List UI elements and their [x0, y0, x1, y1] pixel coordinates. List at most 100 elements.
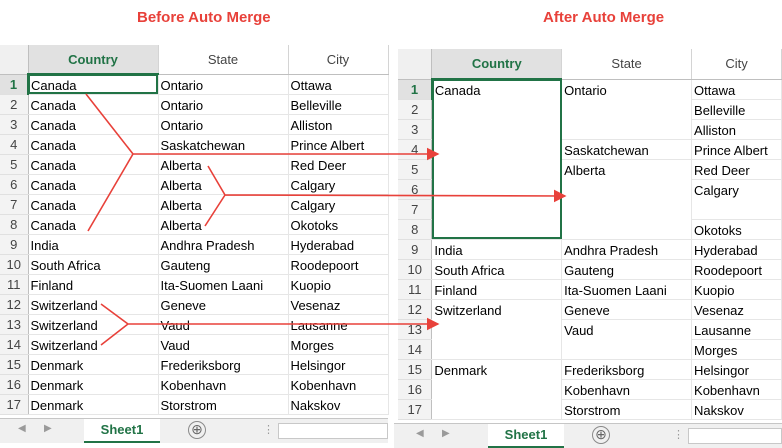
after-column-header-state[interactable]: State	[561, 49, 693, 80]
scroll-tabs-left-icon[interactable]: ◀	[18, 423, 26, 434]
merged-country-cell[interactable]: Canada	[431, 79, 563, 240]
country-cell[interactable]: Denmark	[28, 374, 159, 395]
city-cell[interactable]: Roodepoort	[288, 254, 389, 275]
after-row-header[interactable]: 6	[398, 179, 433, 200]
state-cell[interactable]: Vaud	[158, 334, 289, 355]
row-header[interactable]: 12	[0, 294, 29, 315]
merged-state-cell[interactable]: Vaud	[561, 319, 693, 360]
after-row-header[interactable]: 7	[398, 199, 433, 220]
merged-city-cell[interactable]: Helsingor	[691, 359, 782, 380]
row-header[interactable]: 4	[0, 134, 29, 155]
merged-city-cell[interactable]: Red Deer	[691, 159, 782, 180]
merged-city-cell[interactable]: Alliston	[691, 119, 782, 140]
after-row-header[interactable]: 14	[398, 339, 433, 360]
merged-state-cell[interactable]: Frederiksborg	[561, 359, 693, 380]
country-cell[interactable]: Canada	[28, 174, 159, 195]
after-scroll-tabs-left-icon[interactable]: ◀	[416, 428, 424, 439]
after-row-header[interactable]: 5	[398, 159, 433, 180]
country-cell[interactable]: South Africa	[28, 254, 159, 275]
merged-city-cell[interactable]: Kuopio	[691, 279, 782, 300]
city-cell[interactable]: Kuopio	[288, 274, 389, 295]
merged-state-cell[interactable]: Kobenhavn	[561, 379, 693, 400]
row-header[interactable]: 9	[0, 234, 29, 255]
merged-state-cell[interactable]: Andhra Pradesh	[561, 239, 693, 260]
merged-state-cell[interactable]: Gauteng	[561, 259, 693, 280]
city-cell[interactable]: Alliston	[288, 114, 389, 135]
merged-city-cell[interactable]: Calgary	[691, 179, 782, 220]
row-header[interactable]: 1	[0, 74, 29, 95]
row-header[interactable]: 5	[0, 154, 29, 175]
state-cell[interactable]: Alberta	[158, 174, 289, 195]
merged-city-cell[interactable]: Kobenhavn	[691, 379, 782, 400]
merged-city-cell[interactable]: Roodepoort	[691, 259, 782, 280]
city-cell[interactable]: Belleville	[288, 94, 389, 115]
country-cell[interactable]: Denmark	[28, 394, 159, 415]
merged-city-cell[interactable]: Vesenaz	[691, 299, 782, 320]
country-cell[interactable]: Finland	[28, 274, 159, 295]
merged-country-cell[interactable]: Finland	[431, 279, 563, 300]
after-row-header[interactable]: 9	[398, 239, 433, 260]
state-cell[interactable]: Alberta	[158, 194, 289, 215]
after-row-header[interactable]: 3	[398, 119, 433, 140]
country-cell[interactable]: Switzerland	[28, 334, 159, 355]
row-header[interactable]: 16	[0, 374, 29, 395]
after-row-header[interactable]: 12	[398, 299, 433, 320]
state-cell[interactable]: Ontario	[158, 74, 289, 95]
merged-country-cell[interactable]: Switzerland	[431, 299, 563, 360]
city-cell[interactable]: Hyderabad	[288, 234, 389, 255]
after-row-header[interactable]: 2	[398, 99, 433, 120]
row-header[interactable]: 3	[0, 114, 29, 135]
merged-city-cell[interactable]: Lausanne	[691, 319, 782, 340]
country-cell[interactable]: Switzerland	[28, 294, 159, 315]
country-cell[interactable]: Canada	[28, 114, 159, 135]
merged-city-cell[interactable]: Okotoks	[691, 219, 782, 240]
after-row-header[interactable]: 15	[398, 359, 433, 380]
country-cell[interactable]: Canada	[28, 154, 159, 175]
merged-city-cell[interactable]: Belleville	[691, 99, 782, 120]
row-header[interactable]: 13	[0, 314, 29, 335]
after-tabbar-splitter-icon[interactable]: ⋮	[673, 429, 684, 441]
after-row-header[interactable]: 8	[398, 219, 433, 240]
city-cell[interactable]: Vesenaz	[288, 294, 389, 315]
state-cell[interactable]: Ita-Suomen Laani	[158, 274, 289, 295]
merged-state-cell[interactable]: Alberta	[561, 159, 693, 240]
row-header[interactable]: 2	[0, 94, 29, 115]
row-header[interactable]: 14	[0, 334, 29, 355]
merged-city-cell[interactable]: Nakskov	[691, 399, 782, 420]
merged-state-cell[interactable]: Geneve	[561, 299, 693, 320]
city-cell[interactable]: Ottawa	[288, 74, 389, 95]
row-header[interactable]: 17	[0, 394, 29, 415]
after-column-header-country[interactable]: Country	[431, 49, 563, 80]
column-header-country[interactable]: Country	[28, 45, 159, 75]
merged-country-cell[interactable]: South Africa	[431, 259, 563, 280]
city-cell[interactable]: Helsingor	[288, 354, 389, 375]
state-cell[interactable]: Ontario	[158, 94, 289, 115]
merged-city-cell[interactable]: Hyderabad	[691, 239, 782, 260]
country-cell[interactable]: Canada	[28, 214, 159, 235]
country-cell[interactable]: Denmark	[28, 354, 159, 375]
city-cell[interactable]: Kobenhavn	[288, 374, 389, 395]
row-header[interactable]: 15	[0, 354, 29, 375]
scroll-tabs-right-icon[interactable]: ▶	[44, 423, 52, 434]
country-cell[interactable]: Canada	[28, 74, 159, 95]
state-cell[interactable]: Andhra Pradesh	[158, 234, 289, 255]
horizontal-scrollbar[interactable]	[278, 423, 388, 439]
city-cell[interactable]: Morges	[288, 334, 389, 355]
merged-state-cell[interactable]: Ontario	[561, 79, 693, 140]
city-cell[interactable]: Calgary	[288, 194, 389, 215]
merged-country-cell[interactable]: Denmark	[431, 359, 563, 420]
country-cell[interactable]: India	[28, 234, 159, 255]
city-cell[interactable]: Calgary	[288, 174, 389, 195]
row-header[interactable]: 7	[0, 194, 29, 215]
after-column-header-city[interactable]: City	[691, 49, 782, 80]
state-cell[interactable]: Frederiksborg	[158, 354, 289, 375]
after-select-all-corner[interactable]	[398, 49, 433, 80]
merged-state-cell[interactable]: Ita-Suomen Laani	[561, 279, 693, 300]
state-cell[interactable]: Alberta	[158, 214, 289, 235]
after-row-header[interactable]: 10	[398, 259, 433, 280]
merged-city-cell[interactable]: Ottawa	[691, 79, 782, 100]
country-cell[interactable]: Canada	[28, 194, 159, 215]
merged-country-cell[interactable]: India	[431, 239, 563, 260]
state-cell[interactable]: Gauteng	[158, 254, 289, 275]
state-cell[interactable]: Storstrom	[158, 394, 289, 415]
